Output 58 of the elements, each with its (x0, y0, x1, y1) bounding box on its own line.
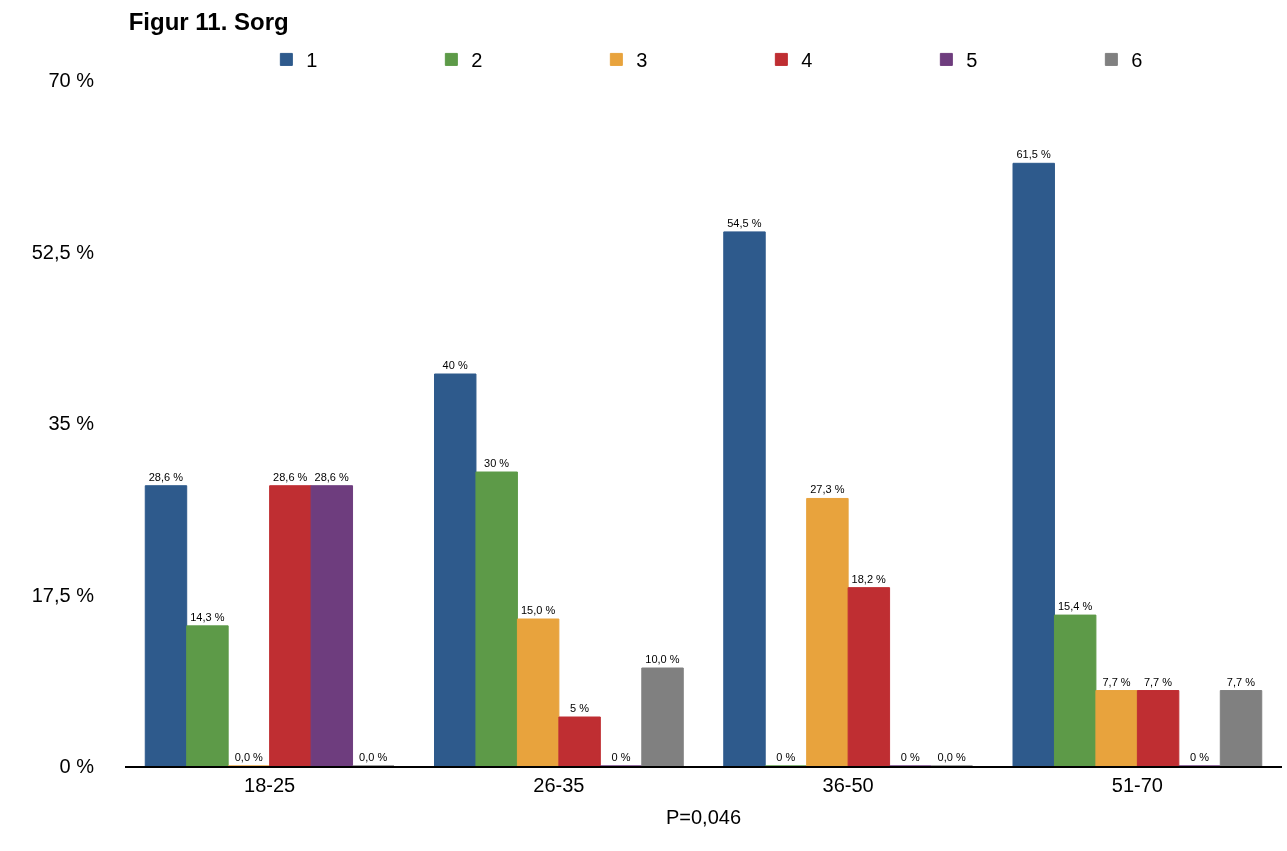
x-tick-label: 51-70 (1111, 774, 1163, 796)
data-label: 14,3 % (190, 610, 225, 623)
bar (847, 587, 891, 766)
bar (144, 485, 188, 766)
data-label: 7,7 % (1143, 675, 1173, 688)
data-label: 5 % (570, 702, 590, 714)
y-tick-label: 52,5 % (31, 240, 95, 263)
data-label: 0 % (900, 751, 920, 763)
data-label: 28,6 % (273, 470, 308, 483)
bar (641, 667, 684, 766)
bar (269, 485, 312, 766)
data-label: 7,7 % (1102, 675, 1131, 688)
x-tick-label: 26-35 (533, 774, 585, 796)
data-label: 27,3 % (810, 483, 845, 496)
data-label: 61,5 % (1016, 148, 1051, 161)
x-tick-label: 18-25 (244, 774, 296, 796)
bar (1012, 162, 1055, 766)
legend-label: 4 (801, 49, 813, 72)
data-label: 0,0 % (234, 751, 264, 763)
data-label: 0 % (1189, 751, 1210, 763)
data-label: 7,7 % (1226, 675, 1256, 688)
bar (806, 497, 849, 766)
legend-label: 2 (471, 49, 483, 72)
data-label: 40 % (442, 359, 468, 371)
data-label: 18,2 % (851, 572, 887, 585)
bar (516, 618, 560, 766)
data-label: 28,6 % (314, 470, 350, 483)
x-tick-label: 36-50 (822, 774, 874, 796)
bar (1219, 690, 1263, 766)
data-label: 0 % (776, 751, 796, 763)
data-label: 10,0 % (645, 653, 680, 665)
data-label: 0,0 % (359, 751, 388, 763)
legend-label: 6 (1131, 49, 1143, 72)
bar (1095, 690, 1138, 766)
bar (434, 373, 477, 766)
data-label: 28,6 % (148, 470, 184, 483)
bar (1136, 690, 1180, 766)
chart-title: Figur 11. Sorg (128, 7, 289, 35)
data-label: 30 % (484, 457, 510, 469)
y-tick-label: 70 % (48, 69, 95, 91)
y-tick-label: 35 % (48, 412, 95, 434)
data-label: 0 % (611, 751, 631, 763)
legend-label: 1 (306, 49, 318, 72)
bar (186, 625, 229, 766)
bar (310, 485, 354, 766)
bar (558, 716, 601, 766)
bar (1053, 614, 1097, 766)
data-label: 54,5 % (727, 216, 762, 229)
data-label: 15,0 % (520, 604, 556, 616)
legend-label: 5 (966, 49, 978, 72)
y-tick-label: 17,5 % (31, 583, 95, 606)
data-label: 0,0 % (937, 751, 966, 763)
y-tick-label: 0 % (59, 755, 95, 777)
bar (723, 231, 766, 766)
x-axis-title: P=0,046 (665, 806, 742, 828)
bar (475, 471, 518, 766)
data-label: 15,4 % (1057, 600, 1093, 613)
legend-label: 3 (636, 49, 648, 72)
